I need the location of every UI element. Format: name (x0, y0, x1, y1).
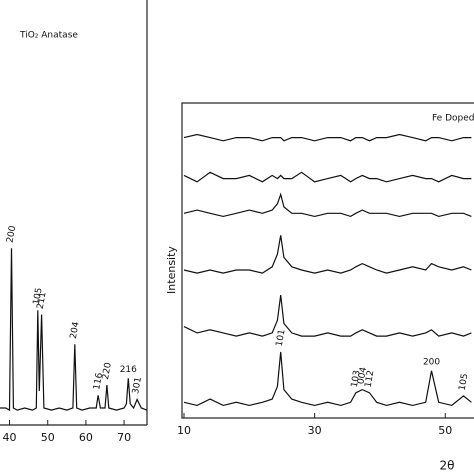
peak-label: 211 (36, 291, 49, 310)
peak-label: 200 (423, 357, 440, 367)
x-tick-label: 10 (177, 424, 191, 437)
peak-label: 216 (120, 365, 137, 375)
panel-title: TiO₂ Anatase (19, 31, 78, 41)
xrd-trace (183, 235, 472, 274)
y-axis-label: Intensity (165, 246, 178, 294)
peak-label: 105 (458, 373, 471, 392)
xrd-trace (183, 171, 472, 183)
peak-label: 200 (6, 225, 19, 244)
x-tick-label: 50 (438, 424, 452, 437)
peak-label: 204 (69, 321, 82, 340)
peak-label: 220 (101, 362, 114, 381)
x-tick-label: 50 (41, 431, 55, 444)
x-axis-label: 2θ (440, 459, 455, 473)
xrd-trace (183, 133, 472, 142)
x-tick-label: 60 (79, 431, 93, 444)
peak-label: 301 (131, 376, 144, 395)
x-tick-label: 40 (3, 431, 17, 444)
peak-label: 116 (92, 372, 105, 391)
xrd-trace (183, 295, 472, 337)
peak-label: 112 (364, 370, 377, 389)
xrd-trace (183, 351, 472, 407)
x-tick-label: 30 (308, 424, 322, 437)
peak-label: 004 (356, 366, 369, 385)
x-tick-label: 70 (117, 431, 131, 444)
xrd-trace (0, 248, 147, 412)
peak-label: 101 (275, 329, 288, 348)
peak-label: 105 (32, 287, 45, 306)
xrd-trace (183, 192, 472, 218)
panel-title: Fe Doped (432, 114, 474, 124)
peak-label: 103 (350, 370, 363, 389)
right-frame (181, 102, 474, 419)
